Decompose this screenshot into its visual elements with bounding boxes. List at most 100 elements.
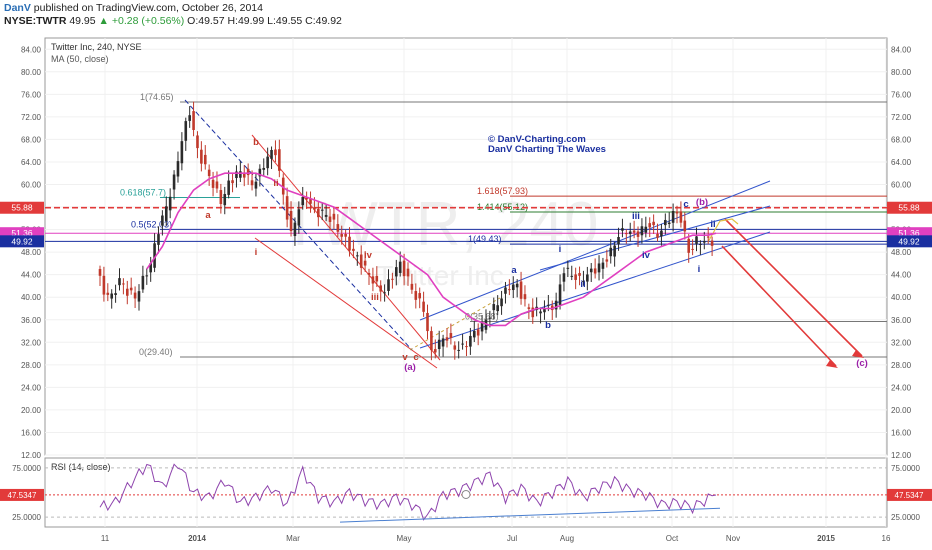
author-link[interactable]: DanV (4, 2, 31, 14)
candle-body (359, 254, 363, 268)
candle-body (153, 243, 156, 268)
y-tick-right: 28.00 (891, 361, 912, 370)
y-tick-right: 84.00 (891, 45, 912, 54)
x-tick: 16 (882, 534, 891, 543)
fib-level-label: 0(29.40) (139, 347, 173, 357)
candle-body (574, 274, 577, 280)
candle-body (352, 248, 355, 251)
candle-body (519, 281, 523, 299)
candle-body (161, 215, 164, 226)
candle-body (699, 244, 702, 246)
candle-body (695, 236, 698, 244)
wave-label: (c) (856, 358, 868, 369)
candle-body (441, 338, 445, 347)
candle-body (523, 294, 527, 300)
candle-body (211, 179, 215, 188)
y-tick-left: 60.00 (21, 181, 42, 190)
candle-body (266, 156, 269, 169)
candle-body (496, 305, 499, 312)
candle-body (625, 233, 628, 235)
y-tick-right: 64.00 (891, 158, 912, 167)
rsi-tick-left: 25.0000 (12, 513, 41, 522)
y-tick-left: 80.00 (21, 68, 42, 77)
candle-body (437, 339, 441, 350)
candle-body (258, 168, 262, 177)
rsi-tick-right: 75.0000 (891, 464, 920, 473)
wave-label: (a) (404, 362, 416, 373)
y-tick-left: 32.00 (21, 338, 42, 347)
fib-level-label: 0.618(57.7) (120, 187, 166, 197)
y-tick-right: 36.00 (891, 316, 912, 325)
x-tick: 2014 (188, 534, 206, 543)
candle-body (320, 209, 324, 211)
candle-body (207, 169, 211, 177)
y-tick-left: 36.00 (21, 316, 42, 325)
candle-body (617, 237, 620, 245)
price-badge-right-text: 49.92 (898, 236, 920, 246)
candle-body (383, 292, 386, 294)
price-badge-left-text: 55.88 (11, 203, 33, 213)
fib-level-label: 1.618(57.93) (477, 186, 528, 196)
wave-label: i (698, 264, 701, 275)
rsi-badge-right (887, 488, 932, 501)
watermark: TWTR, 240 (282, 190, 599, 259)
candle-body (262, 167, 266, 170)
price-badge-left-text: 51.36 (11, 228, 33, 238)
x-tick: Oct (666, 534, 679, 543)
rsi-marker (461, 489, 471, 499)
wave-label: a (511, 265, 517, 276)
y-tick-right: 20.00 (891, 406, 912, 415)
wave-label: c (683, 199, 688, 210)
candle-body (270, 149, 273, 159)
y-tick-right: 24.00 (891, 383, 912, 392)
candle-body (219, 190, 223, 205)
candle-body (402, 260, 406, 277)
price-badge-left (0, 201, 44, 214)
candle-body (469, 335, 472, 347)
candle-body (215, 181, 219, 189)
candle-body (406, 268, 410, 277)
y-tick-left: 64.00 (21, 158, 42, 167)
candle-body (239, 171, 242, 178)
candle-body (543, 309, 546, 313)
y-tick-right: 44.00 (891, 271, 912, 280)
low-price: L:49.55 (264, 15, 303, 27)
rsi-tick-right: 25.0000 (891, 513, 920, 522)
rsi-line (99, 463, 717, 521)
candle-body (379, 285, 383, 292)
candle-body (254, 181, 258, 189)
y-tick-left: 48.00 (21, 248, 42, 257)
fib-level-label: 1(49.43) (468, 234, 502, 244)
candle-body (363, 260, 367, 266)
candle-body (114, 293, 117, 295)
candle-body (324, 214, 328, 217)
publish-line: DanV published on TradingView.com, Octob… (4, 2, 263, 14)
fib-level-label: 0.5(52.03) (131, 219, 172, 229)
candle-body (539, 311, 542, 314)
x-tick: Jul (507, 534, 517, 543)
y-tick-right: 60.00 (891, 181, 912, 190)
candle-body (246, 168, 250, 176)
candle-body (547, 304, 550, 306)
candle-body (660, 230, 663, 237)
candle-body (301, 197, 305, 206)
y-tick-left: 28.00 (21, 361, 42, 370)
candle-body (387, 279, 390, 291)
candle-body (667, 222, 671, 225)
candle-body (328, 216, 332, 223)
candle-body (223, 193, 227, 206)
candle-body (227, 180, 230, 195)
candle-body (180, 141, 184, 164)
wave-label: b (545, 320, 551, 331)
fib-level-label: 1.414(55.12) (477, 202, 528, 212)
candle-body (98, 269, 102, 276)
candle-body (398, 261, 402, 273)
candle-body (457, 349, 460, 351)
y-tick-right: 40.00 (891, 293, 912, 302)
candle-body (492, 304, 496, 311)
symbol-quote: NYSE:TWTR 49.95 ▲ +0.28 (+0.56%) O:49.57… (4, 15, 342, 27)
candle-body (554, 300, 558, 310)
candle-body (356, 255, 359, 257)
x-tick: Mar (286, 534, 300, 543)
